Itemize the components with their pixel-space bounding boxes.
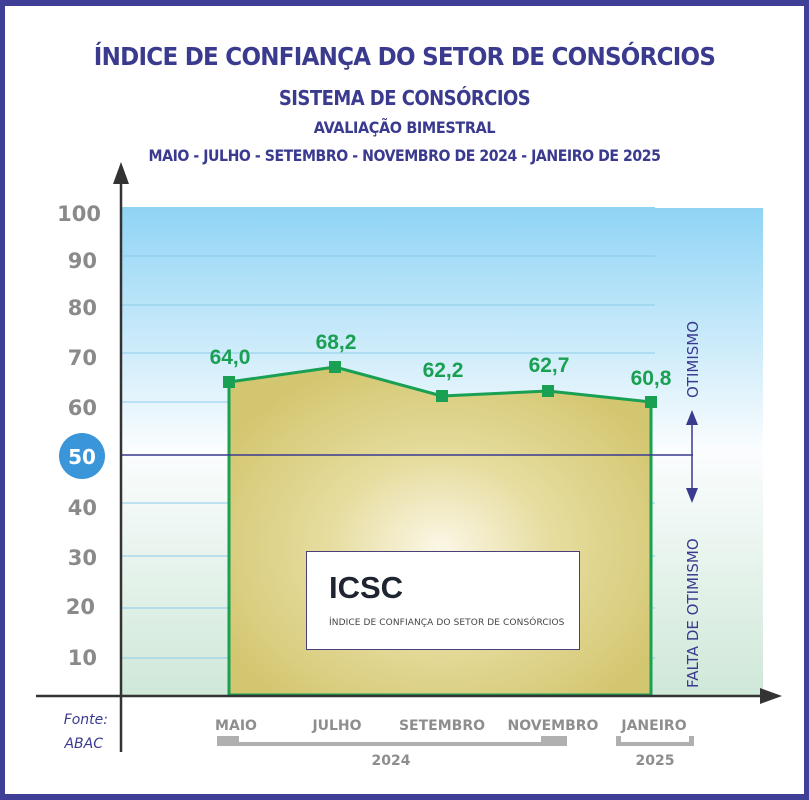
svg-text:30: 30: [68, 546, 97, 570]
chart-subtitle: SISTEMA DE CONSÓRCIOS: [278, 86, 531, 110]
svg-text:SETEMBRO: SETEMBRO: [399, 718, 485, 734]
svg-text:NOVEMBRO: NOVEMBRO: [508, 718, 599, 734]
chart-period: MAIO - JULHO - SETEMBRO - NOVEMBRO DE 20…: [148, 146, 661, 165]
optimism-arrow-icon: [686, 410, 698, 455]
year-label-2024: 2024: [372, 753, 411, 769]
marker-janeiro: [645, 396, 657, 408]
svg-text:10: 10: [68, 646, 97, 670]
year-bracket-2024: [217, 736, 567, 746]
logo-acronym: ICSC: [329, 570, 404, 605]
year-label-2025: 2025: [636, 753, 675, 769]
x-tick-labels: MAIO JULHO SETEMBRO NOVEMBRO JANEIRO: [215, 718, 687, 734]
optimism-label: OTIMISMO: [684, 321, 702, 398]
lack-of-optimism-arrow-icon: [686, 455, 698, 503]
svg-text:90: 90: [68, 249, 97, 273]
svg-text:50: 50: [68, 445, 96, 469]
logo-full-name: ÍNDICE DE CONFIANÇA DO SETOR DE CONSÓRCI…: [329, 618, 565, 628]
svg-text:MAIO: MAIO: [215, 718, 257, 734]
value-label-janeiro: 60,8: [631, 367, 672, 390]
svg-text:JANEIRO: JANEIRO: [620, 718, 686, 734]
threshold-badge: 50: [59, 433, 105, 479]
marker-setembro: [436, 390, 448, 402]
svg-text:80: 80: [68, 296, 97, 320]
svg-text:20: 20: [66, 595, 95, 619]
svg-text:40: 40: [68, 496, 97, 520]
value-label-novembro: 62,7: [529, 354, 570, 377]
x-axis: [36, 688, 782, 704]
svg-text:100: 100: [57, 202, 101, 226]
value-label-setembro: 62,2: [423, 359, 464, 382]
icsc-logo: ICSC ÍNDICE DE CONFIANÇA DO SETOR DE CON…: [306, 551, 580, 650]
source-label: Fonte:: [64, 712, 108, 728]
value-label-maio: 64,0: [210, 346, 251, 369]
marker-maio: [223, 376, 235, 388]
source-value: ABAC: [63, 736, 103, 752]
marker-julho: [329, 361, 341, 373]
y-axis: [113, 162, 129, 752]
svg-text:JULHO: JULHO: [311, 718, 361, 734]
x-axis-arrow-icon: [760, 688, 782, 704]
year-bracket-2025: [616, 736, 694, 746]
chart-title: ÍNDICE DE CONFIANÇA DO SETOR DE CONSÓRCI…: [93, 42, 716, 71]
y-tick-labels: 100 90 80 70 60 40 30 20 10: [57, 202, 101, 670]
data-markers: [223, 361, 657, 408]
lack-of-optimism-label: FALTA DE OTIMISMO: [684, 538, 702, 688]
value-label-julho: 68,2: [316, 331, 357, 354]
marker-novembro: [542, 385, 554, 397]
chart-evaluation: AVALIAÇÃO BIMESTRAL: [313, 118, 496, 137]
y-axis-arrow-icon: [113, 162, 129, 184]
svg-text:60: 60: [68, 396, 97, 420]
svg-text:70: 70: [68, 346, 97, 370]
